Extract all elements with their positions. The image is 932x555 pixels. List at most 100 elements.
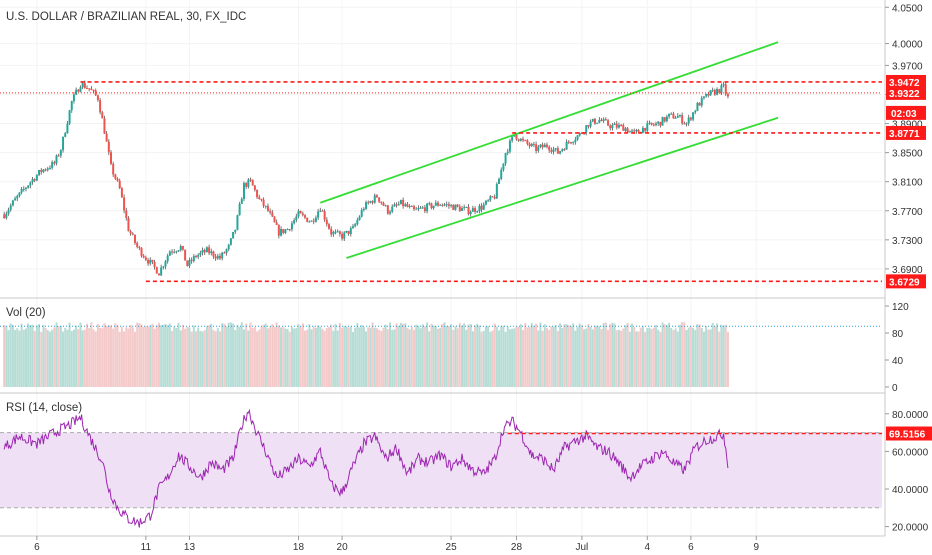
volume-bar xyxy=(367,327,370,387)
candle-body xyxy=(310,220,313,222)
candle-body xyxy=(64,133,67,137)
candle-body xyxy=(546,144,548,147)
volume-bar xyxy=(325,328,328,387)
volume-bar xyxy=(641,326,644,387)
volume-bar xyxy=(345,326,348,387)
candle-body xyxy=(659,121,662,126)
volume-bar xyxy=(221,323,224,387)
volume-bar xyxy=(321,328,324,387)
volume-bar xyxy=(83,329,86,387)
candle-body xyxy=(515,134,518,140)
volume-bar xyxy=(110,325,112,387)
candle-body xyxy=(94,90,97,96)
volume-bar xyxy=(615,330,618,387)
volume-bar xyxy=(471,331,474,387)
candle-body xyxy=(617,124,620,128)
candle-body xyxy=(319,210,322,212)
volume-bar xyxy=(242,329,245,387)
candle-body xyxy=(498,178,501,184)
candle-body xyxy=(556,148,559,154)
volume-bar xyxy=(421,324,424,387)
candle-body xyxy=(591,118,594,122)
candle-body xyxy=(550,150,553,152)
price-level-label: 3.9322 xyxy=(889,89,920,100)
volume-bar xyxy=(101,328,104,387)
volume-bar xyxy=(35,325,38,387)
candle-body xyxy=(676,115,679,118)
candle-body xyxy=(672,113,675,119)
volume-bar xyxy=(670,328,673,387)
volume-bar xyxy=(118,331,121,387)
volume-bar xyxy=(491,330,494,387)
candle-body xyxy=(574,139,577,143)
candle-body xyxy=(22,188,25,190)
volume-bar xyxy=(722,325,725,387)
candle-body xyxy=(266,205,269,211)
volume-bar xyxy=(362,327,365,387)
candle-body xyxy=(596,122,599,124)
volume-bar xyxy=(266,328,269,387)
candle-body xyxy=(229,238,232,245)
volume-bar xyxy=(216,328,219,387)
candle-body xyxy=(722,84,725,86)
volume-bar xyxy=(356,323,359,387)
candle-body xyxy=(689,117,692,120)
candle-body xyxy=(522,138,525,141)
price-tick-label: 3.8900 xyxy=(892,120,923,131)
volume-bar xyxy=(347,327,350,387)
price-level-label: 3.8771 xyxy=(889,129,920,140)
candle-body xyxy=(428,203,431,205)
volume-bar xyxy=(90,322,93,387)
candle-body xyxy=(7,209,10,214)
candle-body xyxy=(683,123,686,125)
candle-body xyxy=(726,93,729,97)
candle-body xyxy=(622,125,625,131)
candle-body xyxy=(467,206,470,215)
candle-body xyxy=(118,180,121,189)
rsi-pane-title: RSI (14, close) xyxy=(6,402,82,414)
candle-body xyxy=(44,169,47,171)
candle-body xyxy=(271,212,274,217)
volume-bar xyxy=(277,325,280,387)
candle-body xyxy=(493,196,496,199)
volume-bar xyxy=(476,323,479,387)
volume-bar xyxy=(389,322,392,387)
volume-bar xyxy=(332,330,335,387)
candle-body xyxy=(175,251,178,253)
volume-tick-label: 120 xyxy=(892,302,909,313)
candle-body xyxy=(258,197,261,199)
volume-bar xyxy=(306,329,309,387)
candle-body xyxy=(208,247,211,254)
volume-bar xyxy=(373,327,376,387)
time-tick-label: Jul xyxy=(575,542,588,550)
volume-bar xyxy=(273,327,276,387)
candle-body xyxy=(18,192,21,196)
candle-body xyxy=(576,135,579,140)
candle-body xyxy=(668,113,671,117)
rsi-tick-label: 60.0000 xyxy=(892,447,929,458)
candle-body xyxy=(530,144,533,147)
candle-body xyxy=(177,250,180,252)
candle-body xyxy=(5,213,8,219)
candle-body xyxy=(186,260,189,266)
volume-bar xyxy=(147,326,150,387)
candle-body xyxy=(700,97,703,106)
volume-bar xyxy=(282,327,285,387)
candle-body xyxy=(469,211,472,215)
candle-body xyxy=(205,247,208,253)
candle-body xyxy=(657,121,660,124)
candle-body xyxy=(290,223,293,230)
volume-bar xyxy=(181,324,184,387)
candle-body xyxy=(321,210,324,212)
channel-lower-line xyxy=(346,116,779,259)
time-tick-label: 25 xyxy=(446,542,458,550)
candle-body xyxy=(443,204,446,206)
volume-bar xyxy=(142,326,145,387)
volume-bar xyxy=(280,327,283,387)
volume-bar xyxy=(430,323,433,387)
volume-bar xyxy=(698,324,701,387)
candle-body xyxy=(386,205,389,214)
candle-body xyxy=(476,211,479,213)
volume-bar xyxy=(705,326,708,387)
price-level-label: 3.6729 xyxy=(889,277,920,288)
